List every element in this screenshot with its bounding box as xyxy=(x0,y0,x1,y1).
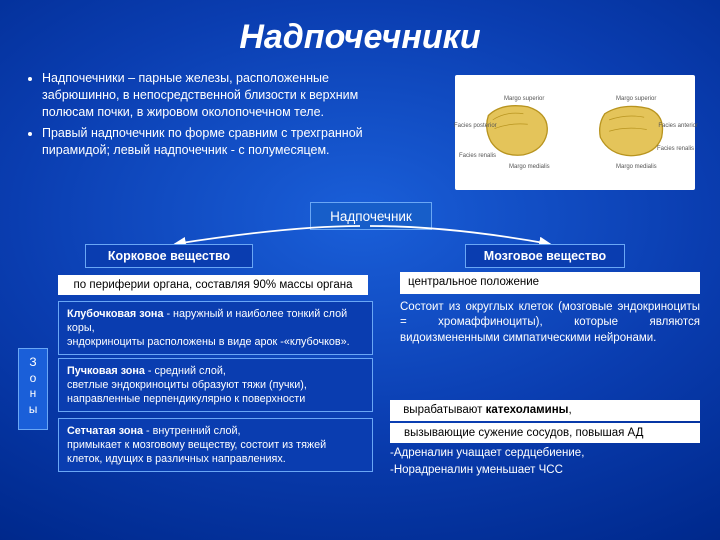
zone-3: Сетчатая зона - внутренний слой, примыка… xyxy=(58,418,373,472)
zone-2-title: Пучковая зона xyxy=(67,365,145,377)
zones-side-label: З о н ы xyxy=(18,348,48,430)
img-label-2: Facies posterior xyxy=(454,123,497,129)
zone-1-title: Клубочковая зона xyxy=(67,308,163,320)
cat-line-2: вызывающие сужение сосудов, повышая АД xyxy=(390,423,700,444)
img-label-1b: Margo superior xyxy=(616,96,656,102)
bullet-list: Надпочечники – парные железы, расположен… xyxy=(28,70,398,162)
zone-1: Клубочковая зона - наружный и наиболее т… xyxy=(58,301,373,355)
catecholamines-block: вырабатывают катехоламины, вызывающие су… xyxy=(390,400,700,479)
bullet-2: Правый надпочечник по форме сравним с тр… xyxy=(42,125,398,159)
bullet-1: Надпочечники – парные железы, расположен… xyxy=(42,70,398,121)
slide-title: Надпочечники xyxy=(0,18,720,57)
zone-3-title: Сетчатая зона xyxy=(67,425,143,437)
img-label-3b: Facies renalis xyxy=(657,146,694,152)
cortex-header: Корковое вещество xyxy=(85,244,253,268)
img-label-1: Margo superior xyxy=(504,96,544,102)
cat-line-4: -Норадреналин уменьшает ЧСС xyxy=(390,462,700,479)
medulla-desc: Состоит из округлых клеток (мозговые энд… xyxy=(400,300,700,347)
medulla-position: центральное положение xyxy=(400,272,700,294)
medulla-text-block: центральное положение Состоит из округлы… xyxy=(400,272,700,346)
organ-right: Margo superior Facies anterior Facies re… xyxy=(586,98,676,168)
cat-line-3: -Адреналин учащает сердцебиение, xyxy=(390,445,700,462)
img-label-4: Margo medialis xyxy=(509,164,550,170)
cat-line-1: вырабатывают катехоламины, xyxy=(390,400,700,421)
img-label-5: Facies anterior xyxy=(658,123,698,129)
zone-2: Пучковая зона - средний слой, светлые эн… xyxy=(58,358,373,412)
organ-illustration: Margo superior Facies posterior Facies r… xyxy=(455,75,695,190)
img-label-4b: Margo medialis xyxy=(616,164,657,170)
img-label-3: Facies renalis xyxy=(459,153,496,159)
organ-left: Margo superior Facies posterior Facies r… xyxy=(474,98,564,168)
medulla-header: Мозговое вещество xyxy=(465,244,625,268)
periphery-note: по периферии органа, составляя 90% массы… xyxy=(58,275,368,295)
